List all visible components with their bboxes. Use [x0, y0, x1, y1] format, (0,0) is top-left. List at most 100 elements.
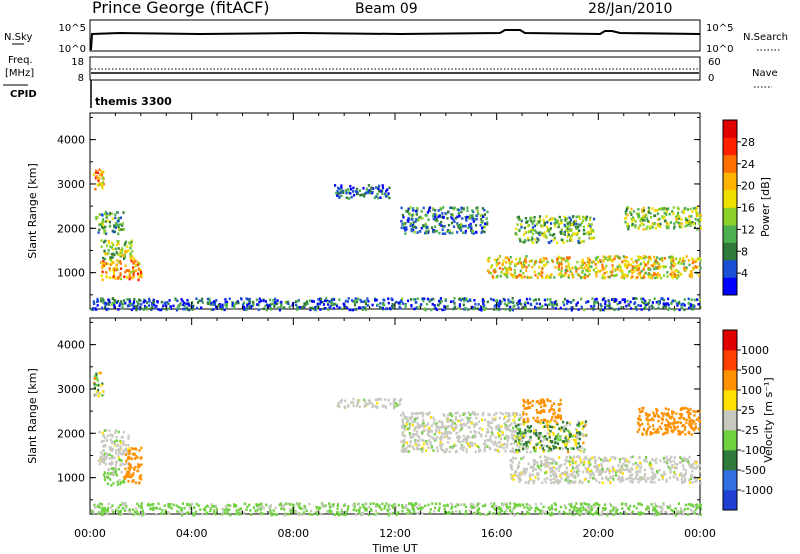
data-cell — [413, 412, 416, 415]
data-cell — [441, 420, 444, 424]
data-cell — [119, 274, 122, 277]
data-cell — [550, 478, 553, 482]
data-cell — [150, 503, 154, 506]
data-cell — [405, 450, 409, 453]
data-cell — [515, 233, 518, 236]
data-cell — [567, 475, 570, 478]
data-cell — [167, 505, 170, 508]
data-cell — [305, 509, 308, 512]
data-cell — [128, 449, 131, 453]
data-cell — [148, 504, 152, 507]
data-cell — [557, 479, 560, 483]
data-cell — [601, 481, 604, 485]
data-cell — [480, 231, 483, 234]
data-cell — [115, 268, 118, 272]
data-cell — [654, 415, 657, 418]
data-cell — [573, 474, 576, 478]
data-cell — [405, 506, 408, 509]
data-cell — [513, 421, 516, 425]
data-cell — [589, 216, 592, 220]
y-tick-label: 4000 — [57, 134, 85, 147]
data-cell — [119, 302, 122, 306]
data-cell — [503, 273, 507, 276]
data-cell — [382, 405, 385, 408]
data-cell — [378, 184, 381, 188]
data-cell — [401, 506, 404, 509]
data-cell — [624, 464, 627, 467]
data-cell — [367, 402, 370, 406]
data-cell — [561, 273, 564, 277]
data-cell — [147, 502, 150, 506]
data-cell — [523, 506, 526, 509]
data-cell — [514, 435, 517, 438]
data-cell — [476, 209, 479, 213]
data-cell — [210, 301, 213, 305]
data-cell — [503, 417, 506, 421]
data-cell — [375, 504, 378, 508]
data-cell — [673, 269, 677, 272]
data-cell — [155, 513, 158, 516]
data-cell — [116, 219, 119, 223]
data-cell — [135, 507, 138, 510]
data-cell — [544, 234, 547, 237]
data-cell — [525, 406, 528, 410]
data-cell — [350, 308, 353, 312]
data-cell — [590, 505, 593, 509]
data-cell — [500, 443, 504, 447]
data-cell — [551, 217, 554, 220]
data-cell — [462, 224, 465, 228]
data-cell — [483, 304, 486, 308]
data-cell — [551, 469, 555, 472]
data-cell — [577, 215, 581, 218]
data-cell — [96, 176, 99, 179]
data-cell — [432, 297, 435, 301]
data-cell — [478, 427, 481, 430]
data-cell — [395, 300, 398, 304]
data-cell — [621, 472, 624, 475]
data-cell — [140, 456, 143, 460]
data-cell — [642, 301, 645, 305]
data-cell — [160, 300, 163, 304]
data-cell — [270, 302, 273, 306]
data-cell — [243, 502, 247, 505]
data-cell — [438, 429, 441, 433]
data-cell — [584, 508, 587, 512]
data-cell — [109, 433, 112, 437]
data-cell — [553, 221, 556, 225]
data-cell — [637, 216, 640, 219]
data-cell — [685, 255, 688, 258]
data-cell — [119, 260, 122, 263]
data-cell — [364, 302, 368, 306]
data-cell — [580, 460, 583, 463]
data-cell — [512, 478, 515, 481]
data-cell — [315, 306, 318, 310]
data-cell — [401, 450, 404, 453]
data-cell — [127, 437, 130, 440]
data-cell — [629, 263, 632, 267]
data-cell — [417, 448, 420, 451]
data-cell — [103, 249, 106, 253]
data-cell — [175, 504, 178, 507]
data-cell — [122, 450, 125, 454]
data-cell — [470, 226, 473, 230]
data-cell — [520, 443, 523, 447]
data-cell — [570, 272, 573, 275]
data-cell — [105, 271, 108, 274]
data-cell — [699, 259, 702, 262]
data-cell — [627, 470, 631, 473]
data-cell — [523, 226, 526, 230]
data-cell — [155, 304, 158, 308]
data-cell — [95, 383, 98, 387]
data-cell — [428, 209, 431, 212]
data-cell — [671, 271, 674, 274]
data-cell — [469, 441, 472, 445]
data-cell — [679, 412, 682, 416]
data-cell — [686, 507, 690, 510]
data-cell — [612, 297, 615, 301]
data-cell — [548, 466, 552, 470]
data-cell — [279, 305, 282, 309]
data-cell — [697, 303, 700, 306]
data-cell — [138, 307, 141, 311]
data-cell — [527, 276, 531, 279]
data-cell — [687, 458, 690, 462]
